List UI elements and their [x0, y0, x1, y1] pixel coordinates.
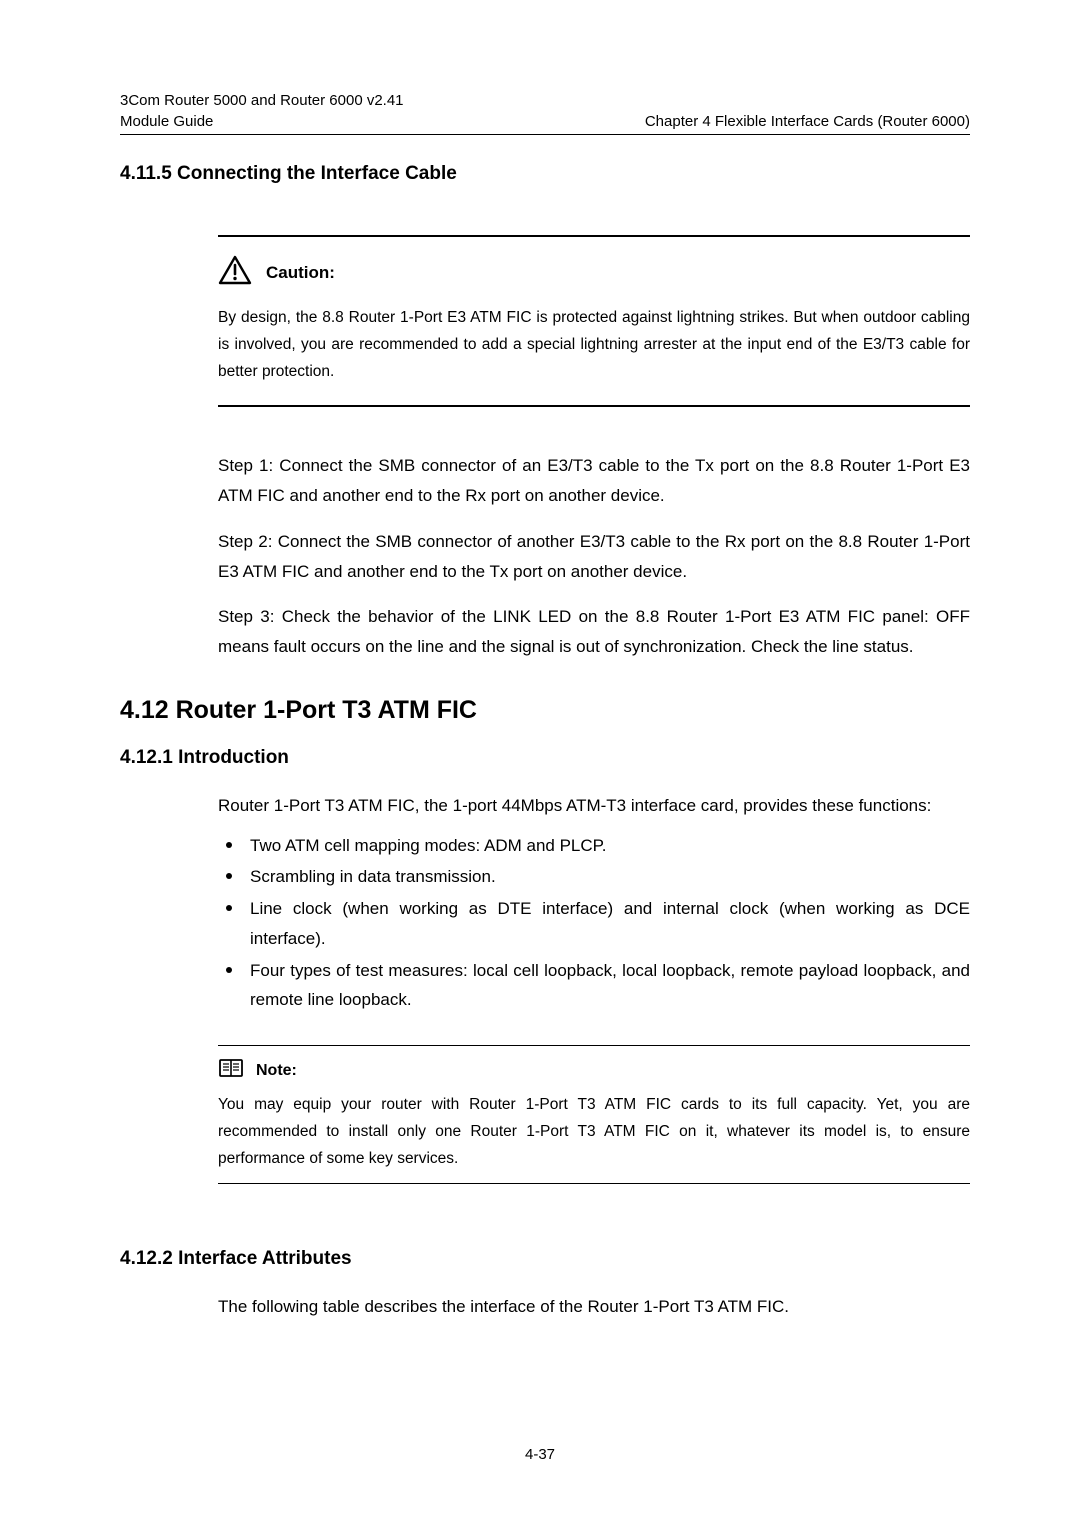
caution-label: Caution: — [266, 263, 335, 283]
caution-body: By design, the 8.8 Router 1-Port E3 ATM … — [218, 304, 970, 385]
rule-divider — [218, 235, 970, 237]
note-body: You may equip your router with Router 1-… — [218, 1091, 970, 1172]
intro-4-12-2: The following table describes the interf… — [218, 1292, 970, 1322]
step-2: Step 2: Connect the SMB connector of ano… — [218, 527, 970, 587]
caution-icon — [218, 255, 252, 290]
note-label: Note: — [256, 1062, 297, 1080]
note-icon — [218, 1058, 244, 1083]
rule-divider — [218, 1045, 970, 1046]
header-chapter: Chapter 4 Flexible Interface Cards (Rout… — [645, 111, 970, 132]
heading-4-12-2: 4.12.2 Interface Attributes — [120, 1248, 970, 1270]
header-guide-line: Module Guide — [120, 111, 404, 132]
heading-4-12: 4.12 Router 1-Port T3 ATM FIC — [120, 696, 970, 725]
header-product-line: 3Com Router 5000 and Router 6000 v2.41 — [120, 90, 404, 111]
caution-header: Caution: — [218, 255, 970, 290]
page-number: 4-37 — [0, 1446, 1080, 1463]
note-header: Note: — [218, 1058, 970, 1083]
list-item: Four types of test measures: local cell … — [218, 956, 970, 1016]
heading-4-11-5: 4.11.5 Connecting the Interface Cable — [120, 163, 970, 185]
intro-4-12-1: Router 1-Port T3 ATM FIC, the 1-port 44M… — [218, 791, 970, 821]
list-item: Line clock (when working as DTE interfac… — [218, 894, 970, 954]
heading-4-12-1: 4.12.1 Introduction — [120, 747, 970, 769]
list-item: Two ATM cell mapping modes: ADM and PLCP… — [218, 831, 970, 861]
header-left: 3Com Router 5000 and Router 6000 v2.41 M… — [120, 90, 404, 132]
page-header: 3Com Router 5000 and Router 6000 v2.41 M… — [120, 90, 970, 135]
step-1: Step 1: Connect the SMB connector of an … — [218, 451, 970, 511]
feature-list: Two ATM cell mapping modes: ADM and PLCP… — [218, 831, 970, 1016]
step-3: Step 3: Check the behavior of the LINK L… — [218, 602, 970, 662]
list-item: Scrambling in data transmission. — [218, 862, 970, 892]
